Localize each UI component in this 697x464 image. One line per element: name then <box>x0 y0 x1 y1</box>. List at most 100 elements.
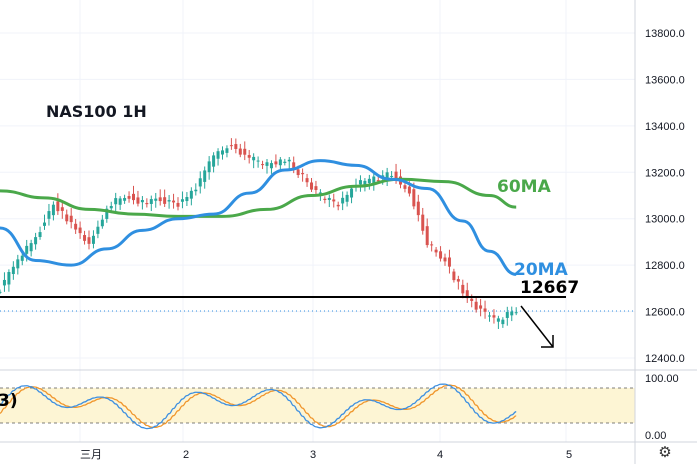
price-tick-label: 13800.0 <box>645 28 685 40</box>
candle <box>229 138 233 150</box>
gear-icon[interactable]: ⚙ <box>658 443 672 461</box>
candle <box>123 194 127 204</box>
candle <box>16 254 20 275</box>
candle <box>105 205 109 223</box>
candle <box>345 191 349 207</box>
candle <box>0 289 2 295</box>
candle <box>7 269 11 292</box>
candle <box>216 148 220 166</box>
price-tick-label: 12600.0 <box>645 307 685 319</box>
candle <box>283 158 287 166</box>
candle <box>447 249 451 274</box>
candle <box>274 154 278 168</box>
candle <box>234 138 238 154</box>
candle <box>29 239 33 257</box>
price-axis[interactable]: 13800.0 13600.0 13400.0 13200.0 13000.0 12800… <box>645 28 685 365</box>
level-label: 12667 <box>520 278 579 298</box>
candle <box>367 174 371 190</box>
candle <box>256 156 260 168</box>
candle <box>163 189 167 207</box>
price-tick-label: 12800.0 <box>645 260 685 272</box>
candle <box>461 279 465 299</box>
candle <box>212 152 216 173</box>
candle <box>358 175 362 192</box>
candle <box>180 191 184 209</box>
candle <box>185 192 189 206</box>
time-label-march: 三月 <box>80 449 102 461</box>
candle <box>456 275 460 290</box>
price-tick-label: 13600.0 <box>645 74 685 86</box>
candlesticks <box>0 138 518 329</box>
price-tick-label: 13000.0 <box>645 214 685 226</box>
candle <box>78 221 82 239</box>
down-arrow-annotation[interactable] <box>520 305 554 348</box>
ma20-line <box>0 159 517 276</box>
candle <box>145 198 149 208</box>
candle <box>247 149 251 164</box>
candle <box>336 201 340 211</box>
time-label-5: 5 <box>566 449 572 461</box>
candle <box>47 203 51 226</box>
candle <box>74 218 78 234</box>
candle <box>51 201 55 221</box>
candle <box>479 298 483 317</box>
candle <box>341 191 345 211</box>
candle <box>292 156 296 174</box>
stochastic-band <box>0 388 635 423</box>
candle <box>505 306 509 326</box>
candle <box>305 173 309 187</box>
candle <box>225 145 229 158</box>
candle <box>403 182 407 193</box>
candle <box>492 309 496 324</box>
candle <box>172 193 176 209</box>
stoch-k-line <box>0 383 517 430</box>
ma60-label: 60MA <box>497 177 552 197</box>
candle <box>238 143 242 158</box>
candle <box>310 178 313 192</box>
candle <box>83 230 87 245</box>
time-label-2: 2 <box>183 449 189 461</box>
candle <box>301 168 305 182</box>
candle <box>372 173 376 191</box>
candle <box>265 158 269 174</box>
candle <box>114 192 118 213</box>
candle <box>194 183 198 196</box>
candle <box>261 160 265 170</box>
candle <box>149 195 153 212</box>
time-axis[interactable]: 三月 2 3 4 5 <box>80 449 572 461</box>
candle <box>87 230 91 250</box>
candle <box>132 185 135 205</box>
candle <box>483 300 487 319</box>
candle <box>287 157 291 170</box>
candle <box>443 253 447 266</box>
candle <box>176 197 180 211</box>
stoch-d-line <box>0 384 517 429</box>
candle <box>416 194 420 222</box>
time-label-4: 4 <box>437 449 443 461</box>
candle <box>488 311 491 322</box>
candle <box>158 189 162 206</box>
candle <box>421 207 425 235</box>
candle <box>91 230 95 249</box>
candle <box>425 218 429 248</box>
candle <box>323 196 327 204</box>
candle <box>243 141 247 161</box>
candle <box>278 157 282 171</box>
candle <box>314 180 318 196</box>
candle <box>203 166 207 189</box>
chart-grid <box>0 0 635 442</box>
candle <box>269 160 273 174</box>
candle <box>127 191 131 203</box>
candle <box>252 153 256 169</box>
candle <box>385 167 389 187</box>
candle <box>474 296 478 313</box>
candle <box>154 192 158 208</box>
price-tick-label: 12400.0 <box>645 353 685 365</box>
candle <box>60 200 64 219</box>
candle <box>167 195 171 209</box>
candle <box>501 317 505 328</box>
time-label-3: 3 <box>310 449 316 461</box>
stoch-partial-label: 3) <box>0 391 18 411</box>
candle <box>118 196 122 210</box>
